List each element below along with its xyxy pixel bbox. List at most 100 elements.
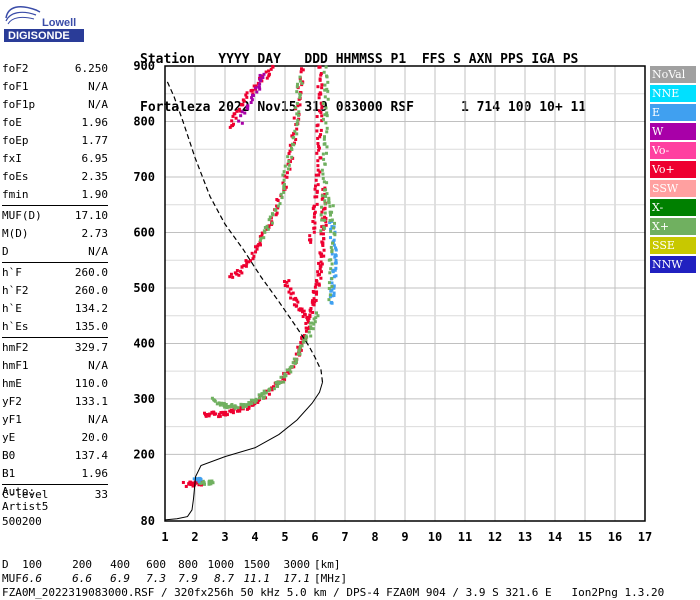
trace-point: [283, 378, 287, 382]
trace-point: [287, 371, 291, 375]
trace-point: [267, 388, 271, 392]
legend-item: X+: [650, 218, 696, 235]
trace-point: [322, 137, 326, 141]
trace-point: [320, 225, 324, 229]
hdr-ffs: FFS: [421, 52, 446, 67]
trace-point: [327, 200, 331, 204]
trace-point: [288, 143, 292, 147]
trace-point: [332, 238, 336, 242]
trace-point: [273, 381, 277, 385]
trace-point: [289, 287, 293, 291]
param-label: foE: [2, 116, 22, 129]
trace-point: [324, 151, 328, 155]
x-tick-label: 13: [518, 530, 532, 544]
row-unit: [km]: [314, 558, 341, 571]
trace-point: [287, 279, 291, 283]
trace-point: [279, 375, 283, 379]
trace-point: [258, 394, 262, 398]
trace-point: [257, 393, 261, 397]
trace-point: [324, 202, 328, 206]
trace-point: [200, 480, 204, 484]
trace-point: [301, 340, 305, 344]
trace-point: [313, 226, 317, 230]
param-value: 17.10: [74, 209, 108, 222]
legend-item: SSW: [650, 180, 696, 197]
row-unit: [MHz]: [314, 572, 348, 585]
trace-point: [294, 352, 298, 356]
trace-point: [281, 173, 285, 177]
trace-point: [208, 479, 212, 483]
trace-point: [307, 325, 311, 329]
trace-point: [330, 252, 334, 256]
trace-point: [199, 483, 203, 487]
param-row: foEp 1.77: [2, 132, 108, 150]
trace-point: [334, 248, 338, 252]
trace-point: [262, 389, 266, 393]
trace-point: [323, 188, 327, 192]
row-value: 17.1: [283, 572, 311, 585]
trace-point: [305, 316, 309, 320]
trace-point: [329, 230, 333, 234]
trace-point: [330, 285, 334, 289]
trace-point: [314, 316, 318, 320]
trace-point: [293, 361, 297, 365]
param-label: foF2: [2, 62, 29, 75]
trace-point: [209, 482, 213, 486]
trace-point: [276, 381, 280, 385]
trace-point: [229, 404, 233, 408]
trace-point: [197, 480, 201, 484]
trace-point: [212, 412, 216, 416]
trace-point: [289, 292, 293, 296]
trace-point: [315, 290, 319, 294]
param-row: hmE 110.0: [2, 375, 108, 393]
trace-point: [331, 241, 335, 245]
bottom-info: D 100 200 400 600 800 1000 1500 3000 [km] MUF 6.6 6…: [2, 558, 664, 600]
param-row: h`F2 260.0: [2, 282, 108, 300]
param-value: N/A: [88, 80, 108, 93]
param-value: 6.95: [81, 152, 109, 165]
row-value: 7.3: [146, 572, 166, 585]
param-value: 135.0: [74, 320, 108, 333]
trace-point: [294, 360, 298, 364]
trace-point: [210, 480, 214, 484]
trace-point: [299, 348, 303, 352]
param-label: B0: [2, 449, 16, 462]
hdr-axn-val: 714: [476, 100, 501, 115]
trace-point: [225, 413, 229, 417]
trace-point: [319, 264, 323, 268]
x-tick-label: 14: [548, 530, 562, 544]
trace-point: [279, 381, 283, 385]
trace-point: [324, 188, 328, 192]
hdr-pps-val: 100: [507, 100, 532, 115]
param-label: h`F2: [2, 284, 29, 297]
trace-point: [197, 483, 201, 487]
trace-point: [306, 320, 310, 324]
trace-point: [323, 186, 327, 190]
trace-point: [334, 246, 338, 250]
trace-point: [321, 193, 325, 197]
trace-point: [238, 409, 242, 413]
trace-point: [288, 368, 292, 372]
trace-point: [317, 146, 321, 150]
trace-point: [213, 399, 217, 403]
param-label: yF2: [2, 395, 22, 408]
x-tick-label: 7: [341, 530, 348, 544]
trace-point: [291, 291, 295, 295]
trace-point: [303, 313, 307, 317]
trace-point: [328, 221, 332, 225]
y-tick-label: 300: [133, 392, 155, 406]
trace-point: [235, 272, 239, 276]
trace-point: [323, 162, 327, 166]
trace-point: [304, 334, 308, 338]
trace-point: [288, 287, 292, 291]
trace-point: [332, 225, 336, 229]
trace-point: [276, 204, 280, 208]
trace-point: [188, 480, 192, 484]
trace-point: [263, 390, 267, 394]
y-tick-label: 500: [133, 281, 155, 295]
trace-point: [333, 221, 337, 225]
trace-point: [233, 404, 237, 408]
trace-point: [300, 336, 304, 340]
param-label: fmin: [2, 188, 29, 201]
trace-point: [282, 178, 286, 182]
